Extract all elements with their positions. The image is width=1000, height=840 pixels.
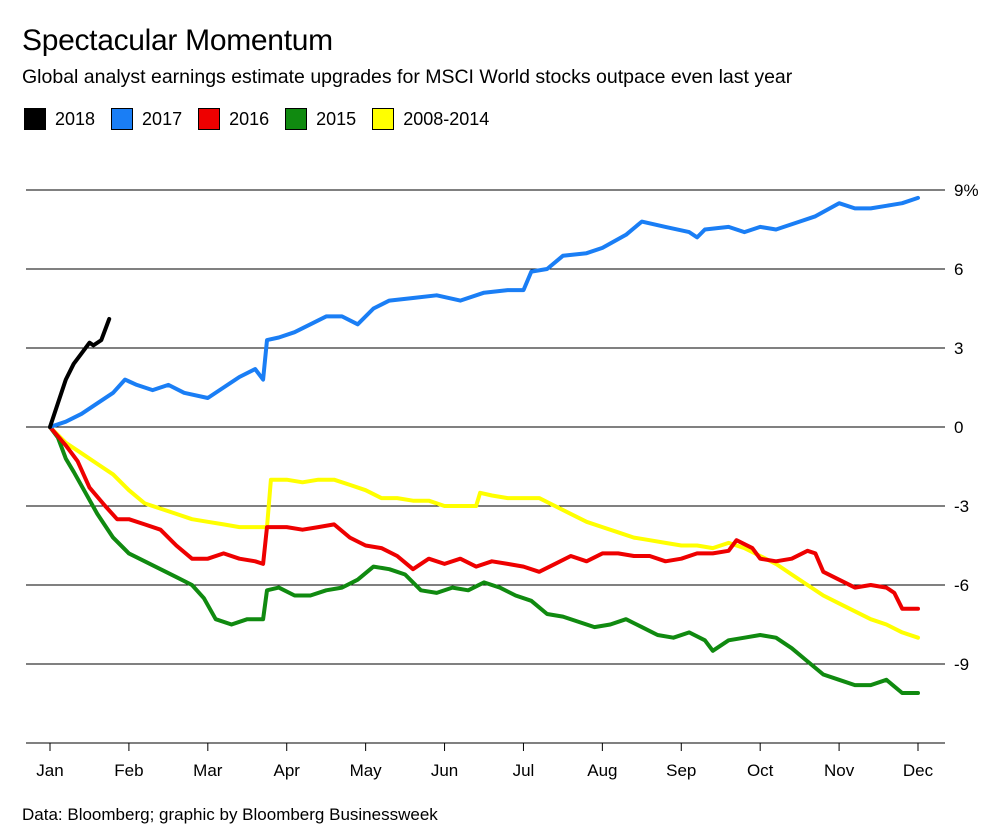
legend-swatch	[372, 108, 395, 130]
x-tick-label: Oct	[747, 761, 774, 780]
x-tick-label: Dec	[903, 761, 934, 780]
legend-label: 2017	[142, 108, 183, 129]
series-line-2016	[48, 425, 920, 611]
x-tick-label: Aug	[587, 761, 617, 780]
source-note: Data: Bloomberg; graphic by Bloomberg Bu…	[22, 805, 438, 824]
legend-swatch	[198, 108, 221, 130]
y-tick-label: 9%	[954, 181, 979, 200]
chart-subtitle: Global analyst earnings estimate upgrade…	[22, 66, 793, 88]
legend-swatch	[111, 108, 134, 130]
y-tick-label: 6	[954, 260, 963, 279]
legend-label: 2015	[316, 108, 357, 129]
legend-item-2015: 2015	[285, 108, 356, 130]
y-tick-label: -3	[954, 497, 969, 516]
legend-label: 2018	[55, 108, 96, 129]
legend-swatch	[285, 108, 308, 130]
series-line-2017	[48, 195, 920, 429]
x-tick-label: Mar	[193, 761, 223, 780]
series-line-2008-2014	[48, 425, 920, 640]
x-tick-label: Feb	[114, 761, 143, 780]
x-tick-label: Jul	[513, 761, 535, 780]
x-tick-label: May	[350, 761, 383, 780]
legend-item-2018: 2018	[24, 108, 95, 130]
x-tick-label: Sep	[666, 761, 696, 780]
y-tick-label: -9	[954, 655, 969, 674]
x-tick-label: Jan	[36, 761, 63, 780]
legend-swatch	[24, 108, 46, 130]
x-tick-label: Apr	[273, 761, 300, 780]
y-tick-label: -6	[954, 576, 969, 595]
series-line-2015	[48, 425, 920, 695]
series-line-2018	[48, 317, 112, 429]
y-tick-label: 0	[954, 418, 963, 437]
legend: 2018 2017 2016 2015 2008-2014	[24, 108, 505, 130]
legend-label: 2016	[229, 108, 270, 129]
y-tick-label: 3	[954, 339, 963, 358]
legend-item-2016: 2016	[198, 108, 269, 130]
x-tick-label: Nov	[824, 761, 855, 780]
legend-label: 2008-2014	[403, 108, 490, 129]
line-chart: 9% 6 3 0 -3 -6 -9 Jan Feb Mar Apr May Jun Jul Aug Sep Oc…	[26, 181, 979, 780]
legend-item-2008-2014: 2008-2014	[372, 108, 489, 130]
x-tick-label: Jun	[431, 761, 458, 780]
legend-item-2017: 2017	[111, 108, 182, 130]
chart-title: Spectacular Momentum	[22, 24, 333, 57]
